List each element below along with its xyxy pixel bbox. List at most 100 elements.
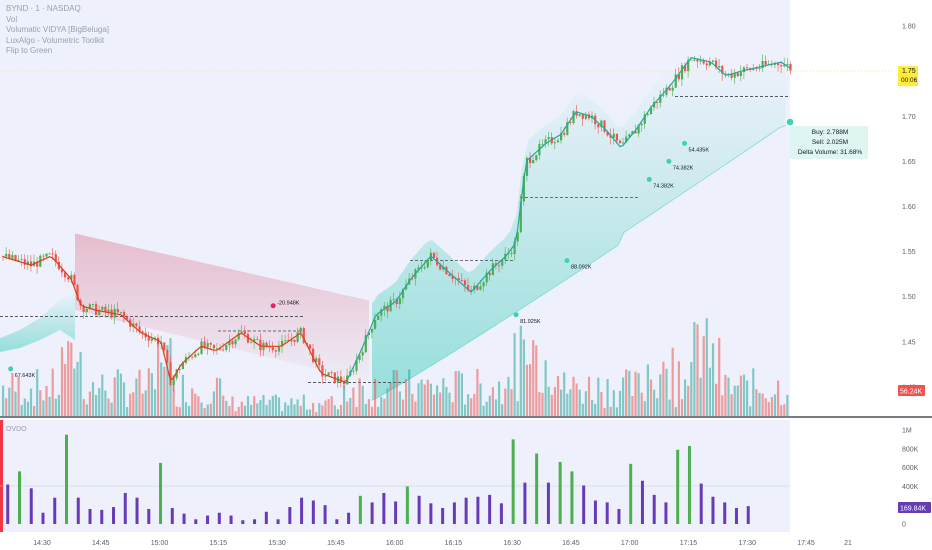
ovdo-bar bbox=[570, 471, 574, 524]
volume-bar bbox=[8, 387, 11, 416]
volume-bar bbox=[529, 364, 532, 416]
candle-body bbox=[680, 65, 684, 80]
volume-bar bbox=[591, 399, 594, 416]
volume-bar bbox=[327, 399, 330, 416]
candle-body bbox=[609, 135, 612, 138]
volume-bar bbox=[339, 404, 343, 416]
volume-bar bbox=[746, 380, 749, 416]
candle-body bbox=[23, 259, 26, 265]
candle-body bbox=[42, 255, 45, 257]
volume-bar bbox=[11, 372, 14, 416]
volume-bar bbox=[755, 389, 758, 416]
time-tick-label: 15:45 bbox=[327, 540, 345, 547]
volume-bar bbox=[482, 405, 485, 416]
indicator-label-flip[interactable]: Flip to Green bbox=[6, 46, 53, 55]
candle-body bbox=[277, 346, 281, 352]
volume-bar bbox=[212, 391, 215, 416]
volume-bar bbox=[671, 347, 674, 416]
candle-body bbox=[299, 328, 302, 333]
volume-bar bbox=[135, 378, 138, 416]
volume-bar bbox=[442, 378, 445, 416]
ovdo-bar bbox=[217, 512, 221, 524]
time-tick-label: 15:15 bbox=[210, 540, 228, 547]
tooltip-sell: Sell: 2.025M bbox=[812, 139, 848, 146]
volume-bar bbox=[166, 345, 169, 416]
candle-body bbox=[122, 311, 126, 317]
candle-body bbox=[5, 253, 8, 257]
volume-bar bbox=[2, 385, 5, 416]
ovdo-bar bbox=[241, 520, 245, 524]
indicator-label-vidya[interactable]: Volumatic VIDYA [BigBeluga] bbox=[6, 25, 110, 34]
ovdo-bar bbox=[394, 501, 398, 524]
volume-bar bbox=[467, 394, 470, 416]
volume-bar bbox=[386, 388, 389, 416]
symbol-label[interactable]: BYND · 1 · NASDAQ bbox=[6, 4, 81, 13]
volume-bar bbox=[584, 391, 587, 416]
volume-bar bbox=[36, 369, 39, 416]
candle-body bbox=[119, 311, 122, 313]
volume-bar bbox=[98, 388, 101, 416]
time-tick-label: 21 bbox=[844, 540, 852, 547]
candle-body bbox=[36, 261, 39, 267]
candle-body bbox=[615, 133, 618, 141]
candle-body bbox=[343, 382, 346, 385]
indicator-label-luxalgo[interactable]: LuxAlgo - Volumetric Toolkit bbox=[6, 35, 105, 45]
volume-bar bbox=[64, 363, 67, 416]
volume-bar bbox=[315, 412, 318, 416]
volume-bar bbox=[228, 405, 231, 416]
candle-body bbox=[98, 309, 101, 315]
candle-body bbox=[634, 131, 637, 134]
candle-body bbox=[581, 114, 584, 119]
flip-marker-label: 67.643K bbox=[15, 373, 36, 379]
tooltip-box bbox=[790, 126, 868, 159]
volume-bar bbox=[516, 401, 519, 416]
time-tick-label: 17:30 bbox=[738, 540, 756, 547]
ovdo-bar bbox=[135, 497, 139, 524]
volume-bar bbox=[463, 404, 467, 416]
time-tick-label: 16:00 bbox=[386, 540, 404, 547]
candle-body bbox=[374, 319, 377, 329]
candle-body bbox=[715, 60, 718, 68]
candle-body bbox=[178, 368, 181, 370]
candle-body bbox=[222, 349, 225, 351]
candle-body bbox=[525, 157, 529, 176]
candle-body bbox=[234, 339, 237, 345]
volume-bar bbox=[79, 351, 82, 416]
volume-bar bbox=[274, 394, 277, 416]
ovdo-bar bbox=[288, 507, 292, 524]
volume-bar bbox=[510, 389, 513, 416]
ovdo-bar bbox=[511, 439, 515, 524]
price-tick-label: 1.60 bbox=[902, 204, 916, 211]
volume-bar bbox=[436, 385, 439, 416]
indicator-label-vol[interactable]: Vol bbox=[6, 14, 18, 24]
candle-body bbox=[674, 74, 677, 88]
candle-body bbox=[411, 278, 414, 280]
candle-body bbox=[755, 68, 758, 70]
volume-bar bbox=[504, 388, 507, 416]
volume-bar bbox=[414, 401, 417, 416]
volume-bar bbox=[646, 364, 649, 416]
candle-body bbox=[126, 316, 129, 320]
ovdo-bar bbox=[323, 505, 327, 524]
volume-bar bbox=[243, 405, 246, 416]
volume-bar bbox=[39, 390, 42, 416]
volume-bar bbox=[721, 395, 724, 416]
volume-bar bbox=[572, 376, 575, 416]
volume-bar bbox=[389, 382, 392, 416]
volume-bar bbox=[553, 387, 556, 416]
candle-body bbox=[166, 350, 169, 363]
volume-bar bbox=[411, 393, 414, 416]
candle-body bbox=[671, 87, 674, 91]
volume-bar bbox=[699, 377, 702, 416]
volume-bar bbox=[26, 401, 29, 416]
volume-bar bbox=[355, 406, 358, 416]
ovdo-bar bbox=[711, 496, 715, 524]
candle-body bbox=[746, 67, 749, 69]
candle-body bbox=[330, 372, 333, 374]
price-tick-label: 1.50 bbox=[902, 294, 916, 301]
volume-bar bbox=[507, 376, 510, 416]
ovdo-bar bbox=[452, 502, 456, 524]
ovdo-bar bbox=[535, 453, 539, 524]
candle-body bbox=[48, 253, 51, 255]
